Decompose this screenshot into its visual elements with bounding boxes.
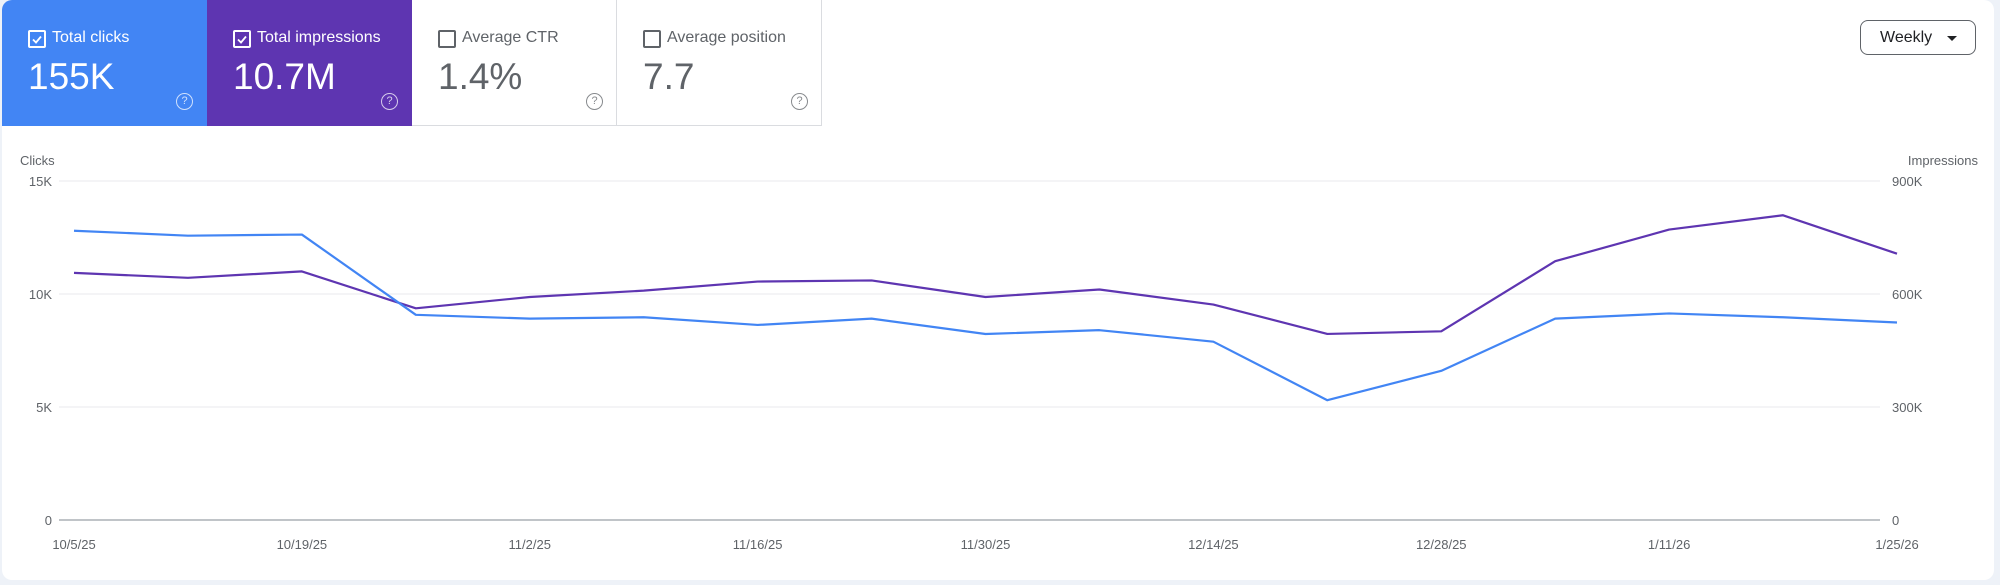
help-icon[interactable]: ? [791, 93, 808, 110]
help-icon[interactable]: ? [381, 93, 398, 110]
x-tick-label: 12/28/25 [1416, 537, 1467, 552]
metric-card-total-impressions[interactable]: Total impressions 10.7M ? [207, 0, 412, 126]
x-tick-label: 12/14/25 [1188, 537, 1239, 552]
left-tick-label: 15K [29, 174, 52, 189]
metric-label: Total impressions [257, 29, 381, 46]
checkbox-unchecked-icon[interactable] [438, 30, 456, 48]
checkbox-unchecked-icon[interactable] [643, 30, 661, 48]
metric-label: Average CTR [462, 29, 559, 46]
x-tick-label: 11/30/25 [961, 537, 1011, 552]
metric-card-total-clicks[interactable]: Total clicks 155K ? [2, 0, 207, 126]
granularity-dropdown[interactable]: Weekly [1860, 20, 1976, 55]
x-tick-label: 11/2/25 [509, 537, 551, 552]
help-icon[interactable]: ? [176, 93, 193, 110]
left-tick-label: 5K [36, 400, 52, 415]
metric-value: 155K [28, 56, 115, 97]
right-tick-label: 600K [1892, 287, 1923, 302]
metric-value: 1.4% [438, 56, 523, 97]
x-tick-label: 10/5/25 [52, 537, 95, 552]
metric-label: Total clicks [52, 29, 130, 46]
right-tick-label: 0 [1892, 513, 1899, 528]
x-tick-label: 1/11/26 [1648, 537, 1690, 552]
left-tick-label: 10K [29, 287, 52, 302]
left-tick-label: 0 [45, 513, 52, 528]
right-tick-label: 900K [1892, 174, 1923, 189]
checkbox-checked-icon[interactable] [28, 30, 46, 48]
metric-card-average-ctr[interactable]: Average CTR 1.4% ? [412, 0, 617, 126]
checkbox-checked-icon[interactable] [233, 30, 251, 48]
x-tick-label: 10/19/25 [277, 537, 328, 552]
caret-down-icon [1947, 36, 1957, 41]
metric-label: Average position [667, 29, 786, 46]
series-line-impressions [73, 214, 1898, 336]
help-icon[interactable]: ? [586, 93, 603, 110]
x-tick-label: 11/16/25 [733, 537, 783, 552]
series-line-clicks [73, 229, 1898, 402]
right-tick-label: 300K [1892, 400, 1923, 415]
metric-cards: Total clicks 155K ? Total impressions 10… [2, 0, 822, 126]
right-axis-label: Impressions [1908, 153, 1979, 168]
left-axis-label: Clicks [20, 153, 55, 168]
metric-card-average-position[interactable]: Average position 7.7 ? [617, 0, 822, 126]
metric-value: 10.7M [233, 56, 336, 97]
x-tick-label: 1/25/26 [1875, 537, 1918, 552]
metric-value: 7.7 [643, 56, 695, 97]
granularity-label: Weekly [1880, 29, 1933, 46]
